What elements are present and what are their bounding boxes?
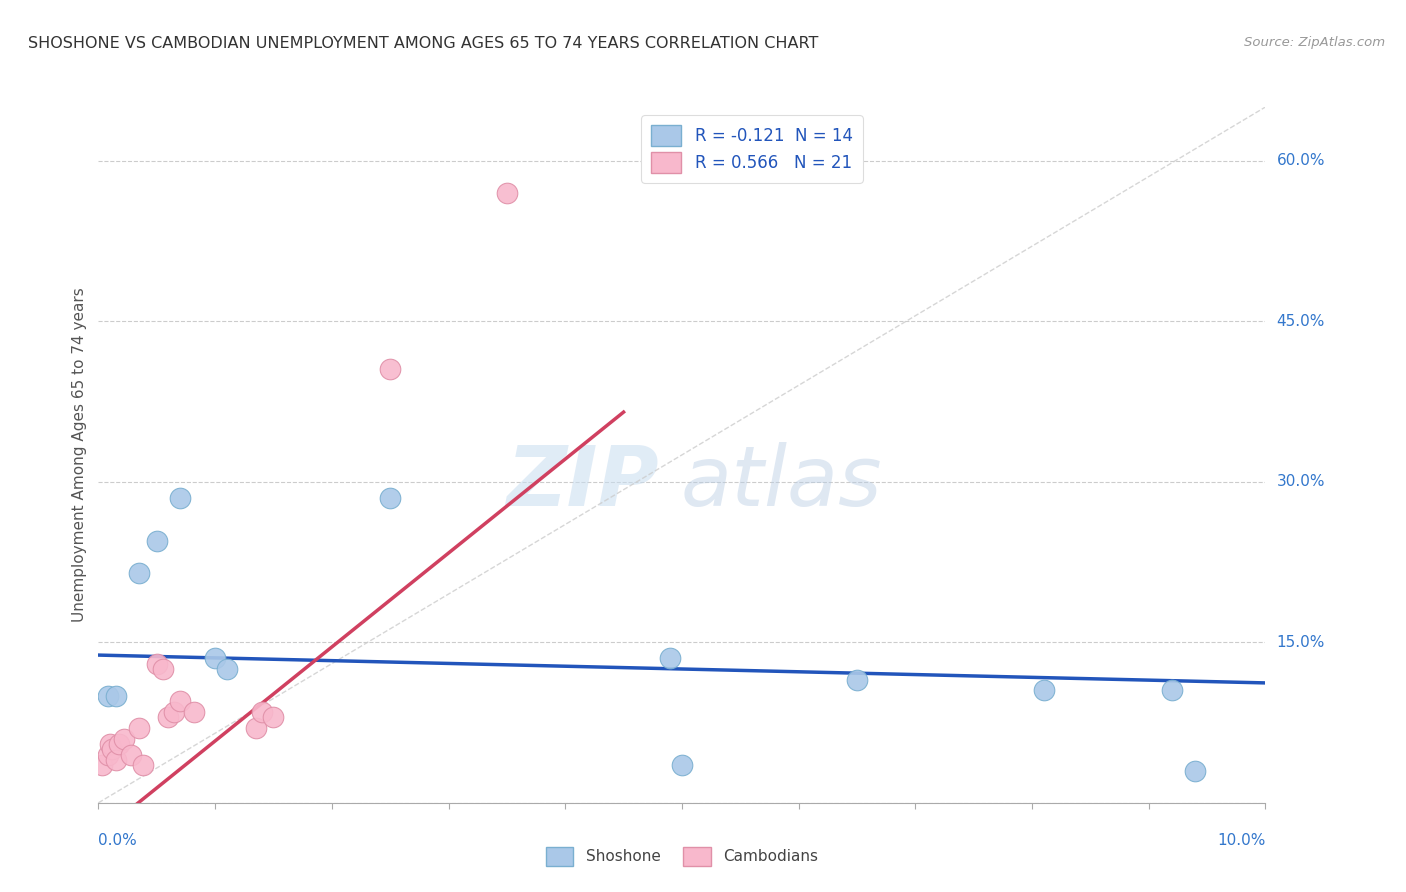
Point <box>659 651 682 665</box>
Point <box>169 491 191 505</box>
Text: ZIP: ZIP <box>506 442 659 524</box>
Text: 0.0%: 0.0% <box>98 833 138 848</box>
Point <box>671 758 693 772</box>
Point <box>1032 683 1054 698</box>
Point <box>157 710 180 724</box>
Text: 60.0%: 60.0% <box>1277 153 1324 168</box>
Y-axis label: Unemployment Among Ages 65 to 74 years: Unemployment Among Ages 65 to 74 years <box>72 287 87 623</box>
Text: 30.0%: 30.0% <box>1277 475 1324 489</box>
Text: 10.0%: 10.0% <box>1218 833 1265 848</box>
Point <box>152 662 174 676</box>
Point <box>846 673 869 687</box>
Point <box>120 747 142 762</box>
Point <box>215 662 238 676</box>
Legend: Shoshone, Cambodians: Shoshone, Cambodians <box>540 841 824 871</box>
Point <box>250 705 273 719</box>
Point <box>128 566 150 580</box>
Point <box>1184 764 1206 778</box>
Point <box>104 689 127 703</box>
Point <box>183 705 205 719</box>
Point <box>101 742 124 756</box>
Point <box>90 758 112 772</box>
Text: atlas: atlas <box>681 442 882 524</box>
Point <box>104 753 127 767</box>
Text: 45.0%: 45.0% <box>1277 314 1324 328</box>
Point <box>245 721 267 735</box>
Point <box>146 533 169 548</box>
Point <box>169 694 191 708</box>
Point <box>263 710 285 724</box>
Point <box>146 657 169 671</box>
Point <box>132 758 155 772</box>
Point <box>128 721 150 735</box>
Point <box>97 689 120 703</box>
Point <box>163 705 186 719</box>
Point <box>380 362 402 376</box>
Point <box>112 731 135 746</box>
Point <box>496 186 519 200</box>
Point <box>98 737 121 751</box>
Text: SHOSHONE VS CAMBODIAN UNEMPLOYMENT AMONG AGES 65 TO 74 YEARS CORRELATION CHART: SHOSHONE VS CAMBODIAN UNEMPLOYMENT AMONG… <box>28 36 818 51</box>
Text: Source: ZipAtlas.com: Source: ZipAtlas.com <box>1244 36 1385 49</box>
Point <box>380 491 402 505</box>
Text: 15.0%: 15.0% <box>1277 635 1324 649</box>
Point <box>97 747 120 762</box>
Point <box>108 737 131 751</box>
Point <box>204 651 226 665</box>
Point <box>1161 683 1184 698</box>
